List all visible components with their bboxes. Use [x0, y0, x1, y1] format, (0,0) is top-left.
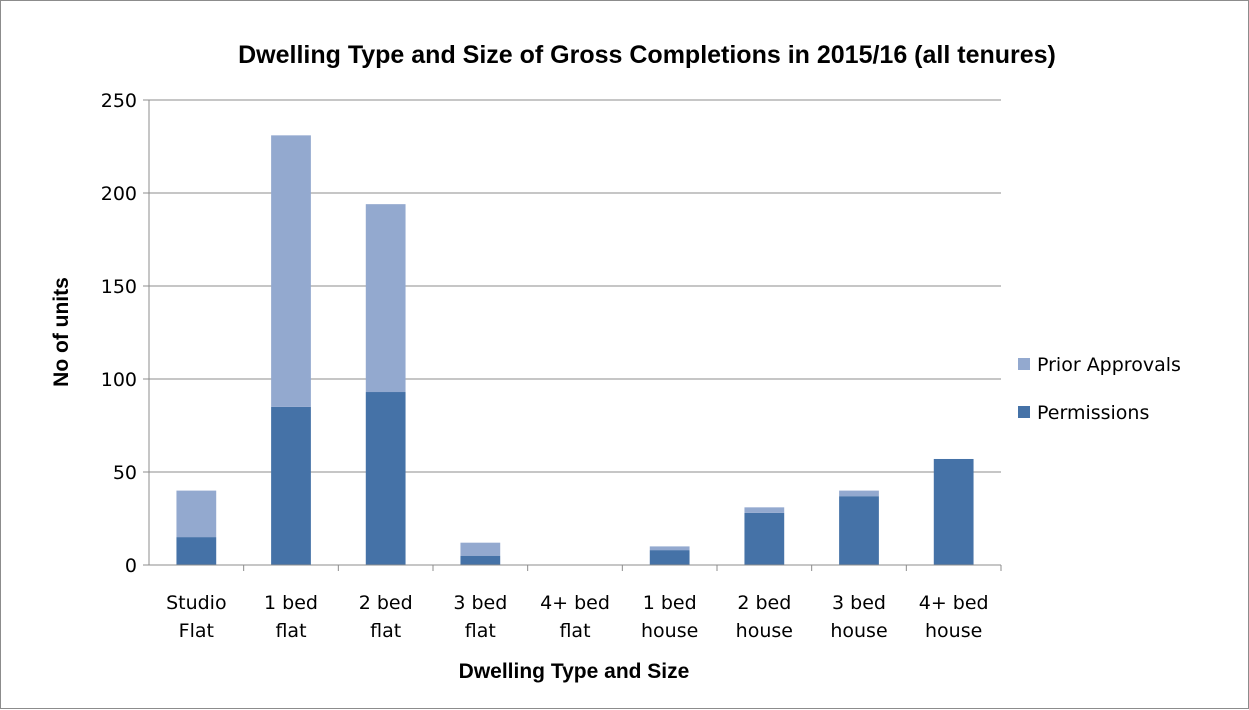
axes — [143, 100, 1001, 566]
y-tick-label-1: 50 — [113, 462, 137, 484]
bar-prior-approvals-5 — [649, 546, 690, 551]
legend-swatch-1 — [1018, 406, 1030, 418]
bar-prior-approvals-7 — [839, 490, 879, 497]
bar-prior-approvals-2 — [365, 204, 406, 393]
x-tick-label-2-1: flat — [370, 620, 401, 642]
x-tick-label-3-0: 3 bed — [453, 592, 507, 614]
x-tick-label-7-0: 3 bed — [832, 592, 886, 614]
y-tick-label-4: 200 — [101, 183, 137, 205]
x-tick-label-8-0: 4+ bed — [919, 592, 989, 614]
x-tick-label-1-0: 1 bed — [264, 592, 318, 614]
x-tick-labels: Studio Flat 1 bed flat 2 bed flat 3 bed flat 4+ … — [166, 592, 989, 642]
x-tick-label-8-1: house — [925, 620, 982, 642]
y-tick-label-2: 100 — [101, 369, 137, 391]
legend-label-1: Permissions — [1037, 402, 1149, 424]
bar-permissions-3 — [460, 555, 501, 565]
legend: Prior Approvals Permissions — [1018, 354, 1181, 424]
bar-permissions-2 — [365, 392, 406, 565]
y-tick-label-5: 250 — [101, 90, 137, 112]
y-tick-label-3: 150 — [101, 276, 137, 298]
bar-permissions-0 — [176, 537, 217, 565]
bar-prior-approvals-6 — [744, 507, 785, 513]
x-tick-label-5-0: 1 bed — [643, 592, 697, 614]
bar-permissions-7 — [839, 496, 879, 565]
legend-label-0: Prior Approvals — [1037, 354, 1181, 376]
x-tick-label-3-1: flat — [465, 620, 496, 642]
bars — [176, 135, 974, 565]
bar-permissions-6 — [744, 512, 785, 565]
x-tick-label-4-1: flat — [559, 620, 590, 642]
y-tick-labels: 0 50 100 150 200 250 — [101, 90, 137, 577]
bar-prior-approvals-0 — [176, 490, 217, 538]
x-axis-title: Dwelling Type and Size — [459, 660, 690, 683]
y-axis-title: No of units — [50, 277, 73, 387]
bar-prior-approvals-1 — [271, 135, 311, 407]
bar-prior-approvals-3 — [460, 542, 501, 556]
x-tick-label-0-1: Flat — [179, 620, 214, 642]
x-tick-label-6-1: house — [736, 620, 793, 642]
y-tick-label-0: 0 — [125, 555, 137, 577]
bar-permissions-1 — [271, 406, 311, 565]
x-tick-label-2-0: 2 bed — [359, 592, 413, 614]
bar-permissions-8 — [933, 458, 974, 565]
bar-permissions-5 — [649, 550, 690, 565]
x-tick-label-1-1: flat — [275, 620, 306, 642]
x-tick-label-0-0: Studio — [166, 592, 227, 614]
x-tick-label-6-0: 2 bed — [737, 592, 791, 614]
x-tick-label-5-1: house — [641, 620, 698, 642]
legend-swatch-0 — [1018, 358, 1030, 370]
x-tick-label-7-1: house — [830, 620, 887, 642]
chart-title: Dwelling Type and Size of Gross Completi… — [238, 41, 1056, 69]
x-tick-label-4-0: 4+ bed — [540, 592, 610, 614]
